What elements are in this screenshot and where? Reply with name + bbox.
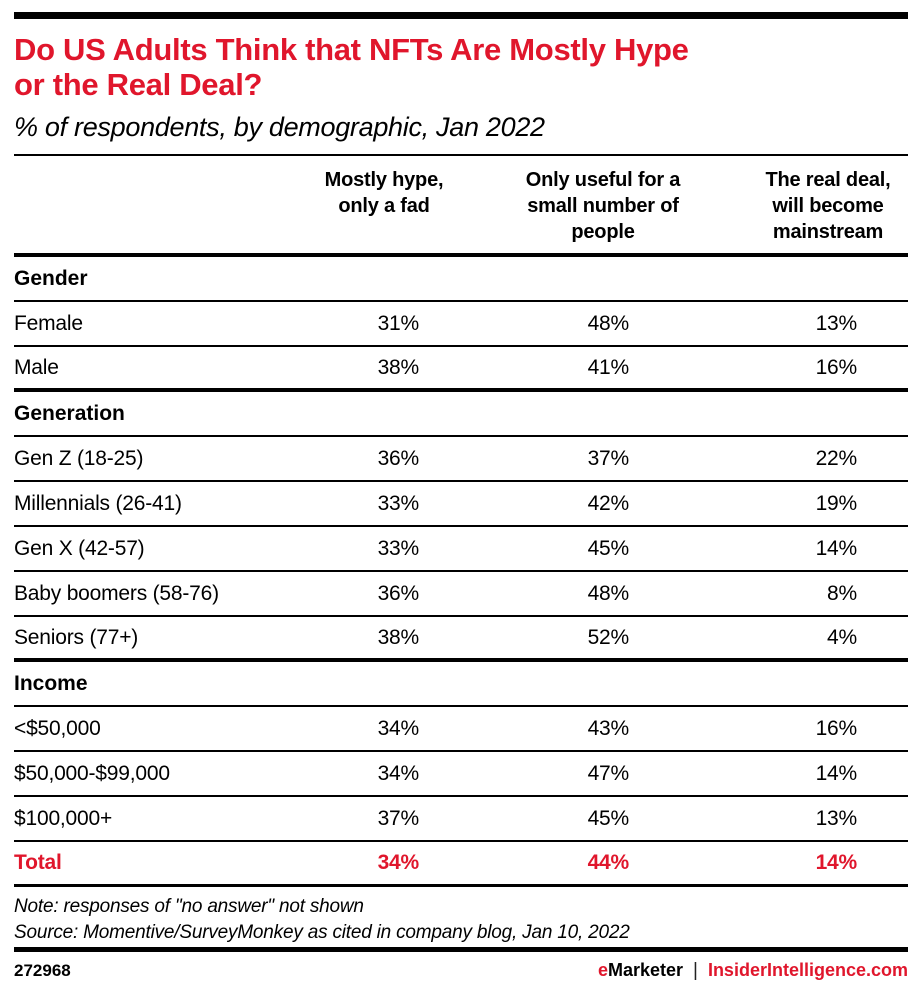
emarketer-logo-rest: Marketer	[607, 960, 683, 980]
cell-value: 31%	[377, 311, 420, 335]
section-header-income: Income	[14, 662, 908, 707]
table-row-male: Male 38% 41% 16%	[14, 347, 908, 392]
section-header-gender: Gender	[14, 257, 908, 302]
table-row-millennials: Millennials (26-41) 33% 42% 19%	[14, 482, 908, 527]
table-row-50k-99k: $50,000-$99,000 34% 47% 14%	[14, 752, 908, 797]
row-label: Total	[14, 851, 62, 874]
table-row-gen-z: Gen Z (18-25) 36% 37% 22%	[14, 437, 908, 482]
row-label: <$50,000	[14, 716, 101, 740]
brand-line: eMarketer | InsiderIntelligence.com	[598, 960, 908, 982]
row-label: Millennials (26-41)	[14, 491, 182, 515]
column-header-mostly-hype: Mostly hype, only a fad	[324, 169, 444, 217]
cell-value: 34%	[377, 716, 420, 740]
column-header-only-useful: Only useful for a small number of people	[525, 169, 681, 243]
cell-value: 37%	[377, 806, 420, 830]
emarketer-logo-e: e	[597, 960, 608, 980]
table-row-gen-x: Gen X (42-57) 33% 45% 14%	[14, 527, 908, 572]
section-header-generation: Generation	[14, 392, 908, 437]
cell-value: 42%	[587, 491, 630, 515]
row-label: Gen X (42-57)	[14, 536, 145, 560]
table-row-under-50k: <$50,000 34% 43% 16%	[14, 707, 908, 752]
cell-value: 22%	[815, 446, 858, 470]
cell-value: 4%	[827, 625, 857, 649]
cell-value: 14%	[815, 761, 858, 785]
section-label: Gender	[14, 266, 88, 290]
cell-value: 8%	[827, 581, 857, 605]
section-label: Income	[14, 671, 88, 695]
emarketer-logo: eMarketer	[598, 960, 683, 981]
cell-value: 13%	[815, 806, 858, 830]
cell-value: 48%	[587, 311, 630, 335]
chart-id: 272968	[14, 960, 71, 980]
column-header-real-deal: The real deal, will become mainstream	[765, 169, 891, 243]
row-label: Seniors (77+)	[14, 625, 139, 649]
chart-subtitle: % of respondents, by demographic, Jan 20…	[14, 112, 545, 142]
footer-separator: |	[693, 959, 698, 981]
row-label: Baby boomers (58-76)	[14, 581, 219, 605]
cell-value: 45%	[587, 806, 630, 830]
chart-title: Do US Adults Think that NFTs Are Mostly …	[14, 32, 689, 102]
cell-value: 38%	[377, 625, 420, 649]
cell-value: 44%	[587, 851, 630, 874]
cell-value: 34%	[377, 851, 420, 874]
cell-value: 37%	[587, 446, 630, 470]
section-label: Generation	[14, 401, 125, 425]
cell-value: 36%	[377, 446, 420, 470]
row-label: Male	[14, 355, 59, 379]
cell-value: 45%	[587, 536, 630, 560]
cell-value: 43%	[587, 716, 630, 740]
cell-value: 36%	[377, 581, 420, 605]
cell-value: 33%	[377, 491, 420, 515]
table-row-seniors: Seniors (77+) 38% 52% 4%	[14, 617, 908, 662]
cell-value: 14%	[815, 851, 858, 874]
cell-value: 16%	[815, 716, 858, 740]
cell-value: 33%	[377, 536, 420, 560]
cell-value: 52%	[587, 625, 630, 649]
cell-value: 19%	[815, 491, 858, 515]
table-header-row: Mostly hype, only a fad Only useful for …	[14, 156, 908, 257]
table-row-total: Total 34% 44% 14%	[14, 842, 908, 887]
note-text: Note: responses of "no answer" not shown	[14, 896, 364, 917]
cell-value: 14%	[815, 536, 858, 560]
cell-value: 38%	[377, 355, 420, 379]
table-row-female: Female 31% 48% 13%	[14, 302, 908, 347]
footer-bar: 272968 eMarketer | InsiderIntelligence.c…	[14, 952, 908, 989]
table-row-100k-plus: $100,000+ 37% 45% 13%	[14, 797, 908, 842]
cell-value: 16%	[815, 355, 858, 379]
source-text: Source: Momentive/SurveyMonkey as cited …	[14, 922, 630, 943]
footer-divider	[14, 947, 908, 952]
row-label: Gen Z (18-25)	[14, 446, 144, 470]
cell-value: 47%	[587, 761, 630, 785]
cell-value: 34%	[377, 761, 420, 785]
row-label: $50,000-$99,000	[14, 761, 170, 785]
row-label: $100,000+	[14, 806, 113, 830]
cell-value: 48%	[587, 581, 630, 605]
table-row-baby-boomers: Baby boomers (58-76) 36% 48% 8%	[14, 572, 908, 617]
notes-block: Note: responses of "no answer" not shown…	[14, 887, 908, 947]
cell-value: 41%	[587, 355, 630, 379]
top-divider	[14, 12, 908, 19]
cell-value: 13%	[815, 311, 858, 335]
divider	[14, 154, 908, 156]
row-label: Female	[14, 311, 83, 335]
insider-intelligence-link[interactable]: InsiderIntelligence.com	[707, 960, 908, 980]
